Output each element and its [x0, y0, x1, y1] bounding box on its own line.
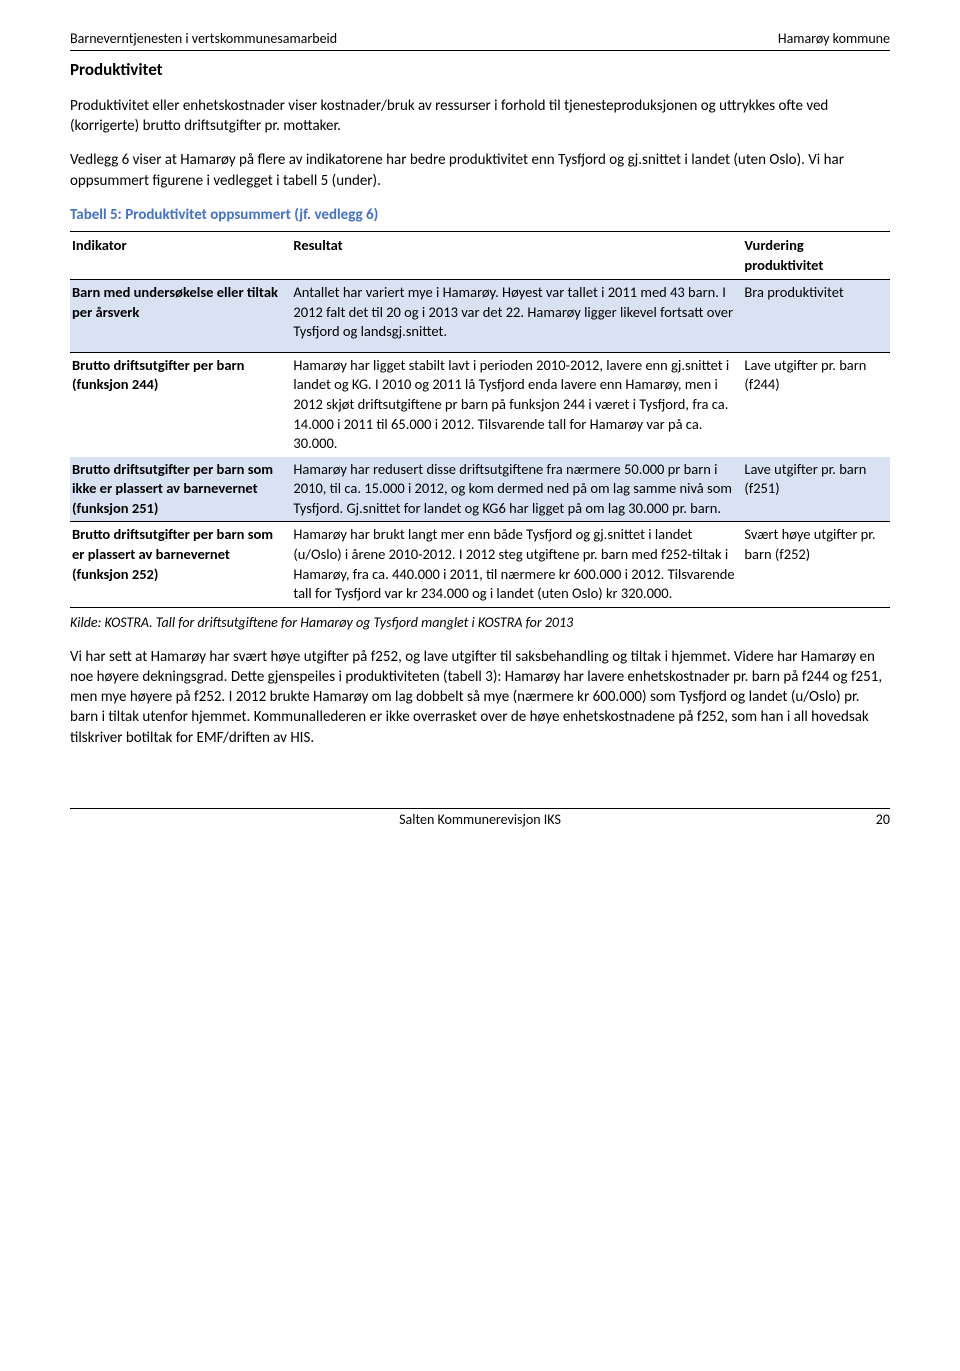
col-header-indicator: Indikator: [70, 232, 291, 280]
table-row: Brutto driftsutgifter per barn som ikke …: [70, 457, 890, 522]
cell-result: Hamarøy har redusert disse driftsutgifte…: [291, 457, 742, 522]
footer-page-number: 20: [876, 811, 890, 830]
cell-indicator: Brutto driftsutgifter per barn som ikke …: [70, 457, 291, 522]
table-footnote: Kilde: KOSTRA. Tall for driftsutgiftene …: [70, 614, 890, 633]
section-title: Produktivitet: [70, 59, 890, 82]
paragraph-2: Vedlegg 6 viser at Hamarøy på flere av i…: [70, 150, 890, 191]
paragraph-3: Vi har sett at Hamarøy har svært høye ut…: [70, 647, 890, 748]
cell-rating: Lave utgifter pr. barn (f244): [742, 352, 890, 456]
header-right: Hamarøy kommune: [778, 30, 890, 49]
page-header: Barneverntjenesten i vertskommunesamarbe…: [70, 30, 890, 51]
footer-center: Salten Kommunerevisjon IKS: [399, 811, 561, 828]
cell-result: Hamarøy har ligget stabilt lavt i period…: [291, 352, 742, 456]
cell-result: Antallet har variert mye i Hamarøy. Høye…: [291, 280, 742, 353]
col-header-result: Resultat: [291, 232, 742, 280]
paragraph-1: Produktivitet eller enhetskostnader vise…: [70, 96, 890, 137]
cell-rating: Bra produktivitet: [742, 280, 890, 353]
header-left: Barneverntjenesten i vertskommunesamarbe…: [70, 30, 337, 49]
table-row: Brutto driftsutgifter per barn som er pl…: [70, 522, 890, 607]
table-caption: Tabell 5: Produktivitet oppsummert (jf. …: [70, 205, 890, 225]
cell-rating: Svært høye utgifter pr. barn (f252): [742, 522, 890, 607]
cell-indicator: Barn med undersøkelse eller tiltak per å…: [70, 280, 291, 353]
cell-result: Hamarøy har brukt langt mer enn både Tys…: [291, 522, 742, 607]
cell-rating: Lave utgifter pr. barn (f251): [742, 457, 890, 522]
table-row: Barn med undersøkelse eller tiltak per å…: [70, 280, 890, 353]
cell-indicator: Brutto driftsutgifter per barn som er pl…: [70, 522, 291, 607]
table-row: Brutto driftsutgifter per barn (funksjon…: [70, 352, 890, 456]
cell-indicator: Brutto driftsutgifter per barn (funksjon…: [70, 352, 291, 456]
page-footer: Salten Kommunerevisjon IKS 20: [70, 808, 890, 830]
table-header-row: Indikator Resultat Vurdering produktivit…: [70, 232, 890, 280]
col-header-rating: Vurdering produktivitet: [742, 232, 890, 280]
productivity-table: Indikator Resultat Vurdering produktivit…: [70, 231, 890, 608]
